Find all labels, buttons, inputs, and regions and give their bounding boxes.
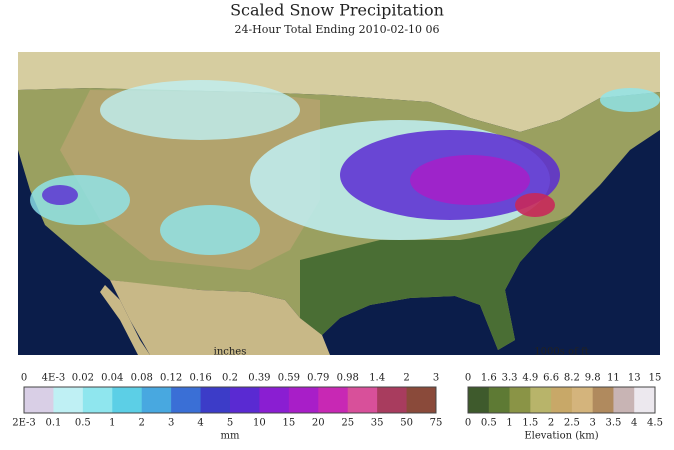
legend-swatch (592, 387, 614, 413)
legend-swatch (551, 387, 573, 413)
legend-bottom-label: 5 (227, 418, 233, 429)
legend-top-label: 6.6 (543, 373, 559, 384)
snow (100, 80, 300, 140)
legend-bottom-label: 10 (253, 418, 266, 429)
legend-top-label: 8.2 (564, 373, 580, 384)
legend-bottom-label: 1.5 (522, 418, 538, 429)
legend-swatch (230, 387, 260, 413)
snow-heavy (42, 185, 78, 205)
legend-top-label: 0.79 (307, 373, 329, 384)
legend-bottom-label: 1 (109, 418, 115, 429)
legend-top-label: 3.3 (502, 373, 518, 384)
legend-top-label: 0.98 (337, 373, 359, 384)
legend-swatch (53, 387, 84, 413)
legend-bottom-label: 4.5 (647, 418, 663, 429)
snow-heavy (410, 155, 530, 205)
legend-bottom-label: 4 (631, 418, 637, 429)
legend-top-label: 0 (21, 373, 27, 384)
legend-swatch (288, 387, 319, 413)
legend-swatch (112, 387, 143, 413)
legend-top-label: 1.6 (481, 373, 497, 384)
legend-bottom-label: 0.5 (75, 418, 91, 429)
legend-swatch (377, 387, 408, 413)
legend-top-label: 0.12 (160, 373, 182, 384)
legend-bottom-label: 50 (400, 418, 413, 429)
legend-top-label: 4E-3 (42, 373, 66, 384)
legend-frame (23, 386, 437, 414)
legend-top-label: 4.9 (522, 373, 538, 384)
legend-top-label: 0 (465, 373, 471, 384)
legend-top-label: 9.8 (585, 373, 601, 384)
legend-swatch (200, 387, 231, 413)
legend-top-label: 0.08 (131, 373, 153, 384)
map (18, 52, 660, 355)
canada (18, 52, 660, 132)
legend-swatch (613, 387, 635, 413)
legend-bottom-label: 2 (139, 418, 145, 429)
legend-top-label: 0.2 (222, 373, 238, 384)
legend-bottom-label: 3.5 (605, 418, 621, 429)
snow-heavy (515, 193, 555, 217)
legend-swatch (24, 387, 54, 413)
legend-top-label: 13 (628, 373, 641, 384)
legend-top-label: 0.02 (72, 373, 94, 384)
legend-bottom-label: 20 (312, 418, 325, 429)
legend-swatch (318, 387, 349, 413)
legend-swatch (571, 387, 594, 413)
legend-bottom-label: 3 (589, 418, 595, 429)
legend-swatch (171, 387, 202, 413)
legend-bottom-label: 2.5 (564, 418, 580, 429)
legend-swatch (259, 387, 290, 413)
legend-bottom-label: 25 (341, 418, 354, 429)
legend-top-label: 0.39 (248, 373, 270, 384)
legend-bottom-label: 35 (371, 418, 384, 429)
legend-swatch (82, 387, 113, 413)
title: Scaled Snow Precipitation (230, 1, 444, 20)
legend-top-label: 0.04 (101, 373, 123, 384)
mexico (110, 280, 330, 355)
legend-bottom-label: 3 (168, 418, 174, 429)
legend-bottom-unit: Elevation (km) (524, 431, 598, 442)
legend-swatch (634, 387, 656, 413)
legend-swatch (468, 387, 490, 413)
snow (160, 205, 260, 255)
legend-swatch (488, 387, 511, 413)
legend-top-label: 3 (433, 373, 439, 384)
legend-top-label: 15 (649, 373, 662, 384)
subtitle: 24-Hour Total Ending 2010-02-10 06 (234, 23, 439, 36)
legend-swatch (141, 387, 172, 413)
legend-bottom-label: 1 (506, 418, 512, 429)
legend-top-label: 0.59 (278, 373, 300, 384)
legend-top-label: 0.16 (189, 373, 211, 384)
legend-bottom-label: 0.5 (481, 418, 497, 429)
legend-swatch (530, 387, 552, 413)
legend-bottom-label: 0 (465, 418, 471, 429)
legend-swatch (347, 387, 378, 413)
legend-bottom-label: 0.1 (45, 418, 61, 429)
legend-unit: inches (214, 347, 247, 358)
legend-bottom-label: 75 (430, 418, 443, 429)
snow (600, 88, 660, 112)
legend-top-label: 1.4 (369, 373, 385, 384)
legend-bottom-unit: mm (221, 431, 240, 442)
legend-top-label: 2 (403, 373, 409, 384)
legend-bottom-label: 15 (282, 418, 295, 429)
legend-frame (467, 386, 656, 414)
legend-top-label: 11 (607, 373, 620, 384)
legend-swatch (406, 387, 437, 413)
legend-bottom-label: 2 (548, 418, 554, 429)
lowland (300, 215, 570, 350)
legend-unit: 1000s of ft (534, 347, 588, 358)
baja (100, 285, 150, 355)
legend-bottom-label: 2E-3 (12, 418, 36, 429)
legend-swatch (509, 387, 531, 413)
legend-bottom-label: 4 (197, 418, 203, 429)
